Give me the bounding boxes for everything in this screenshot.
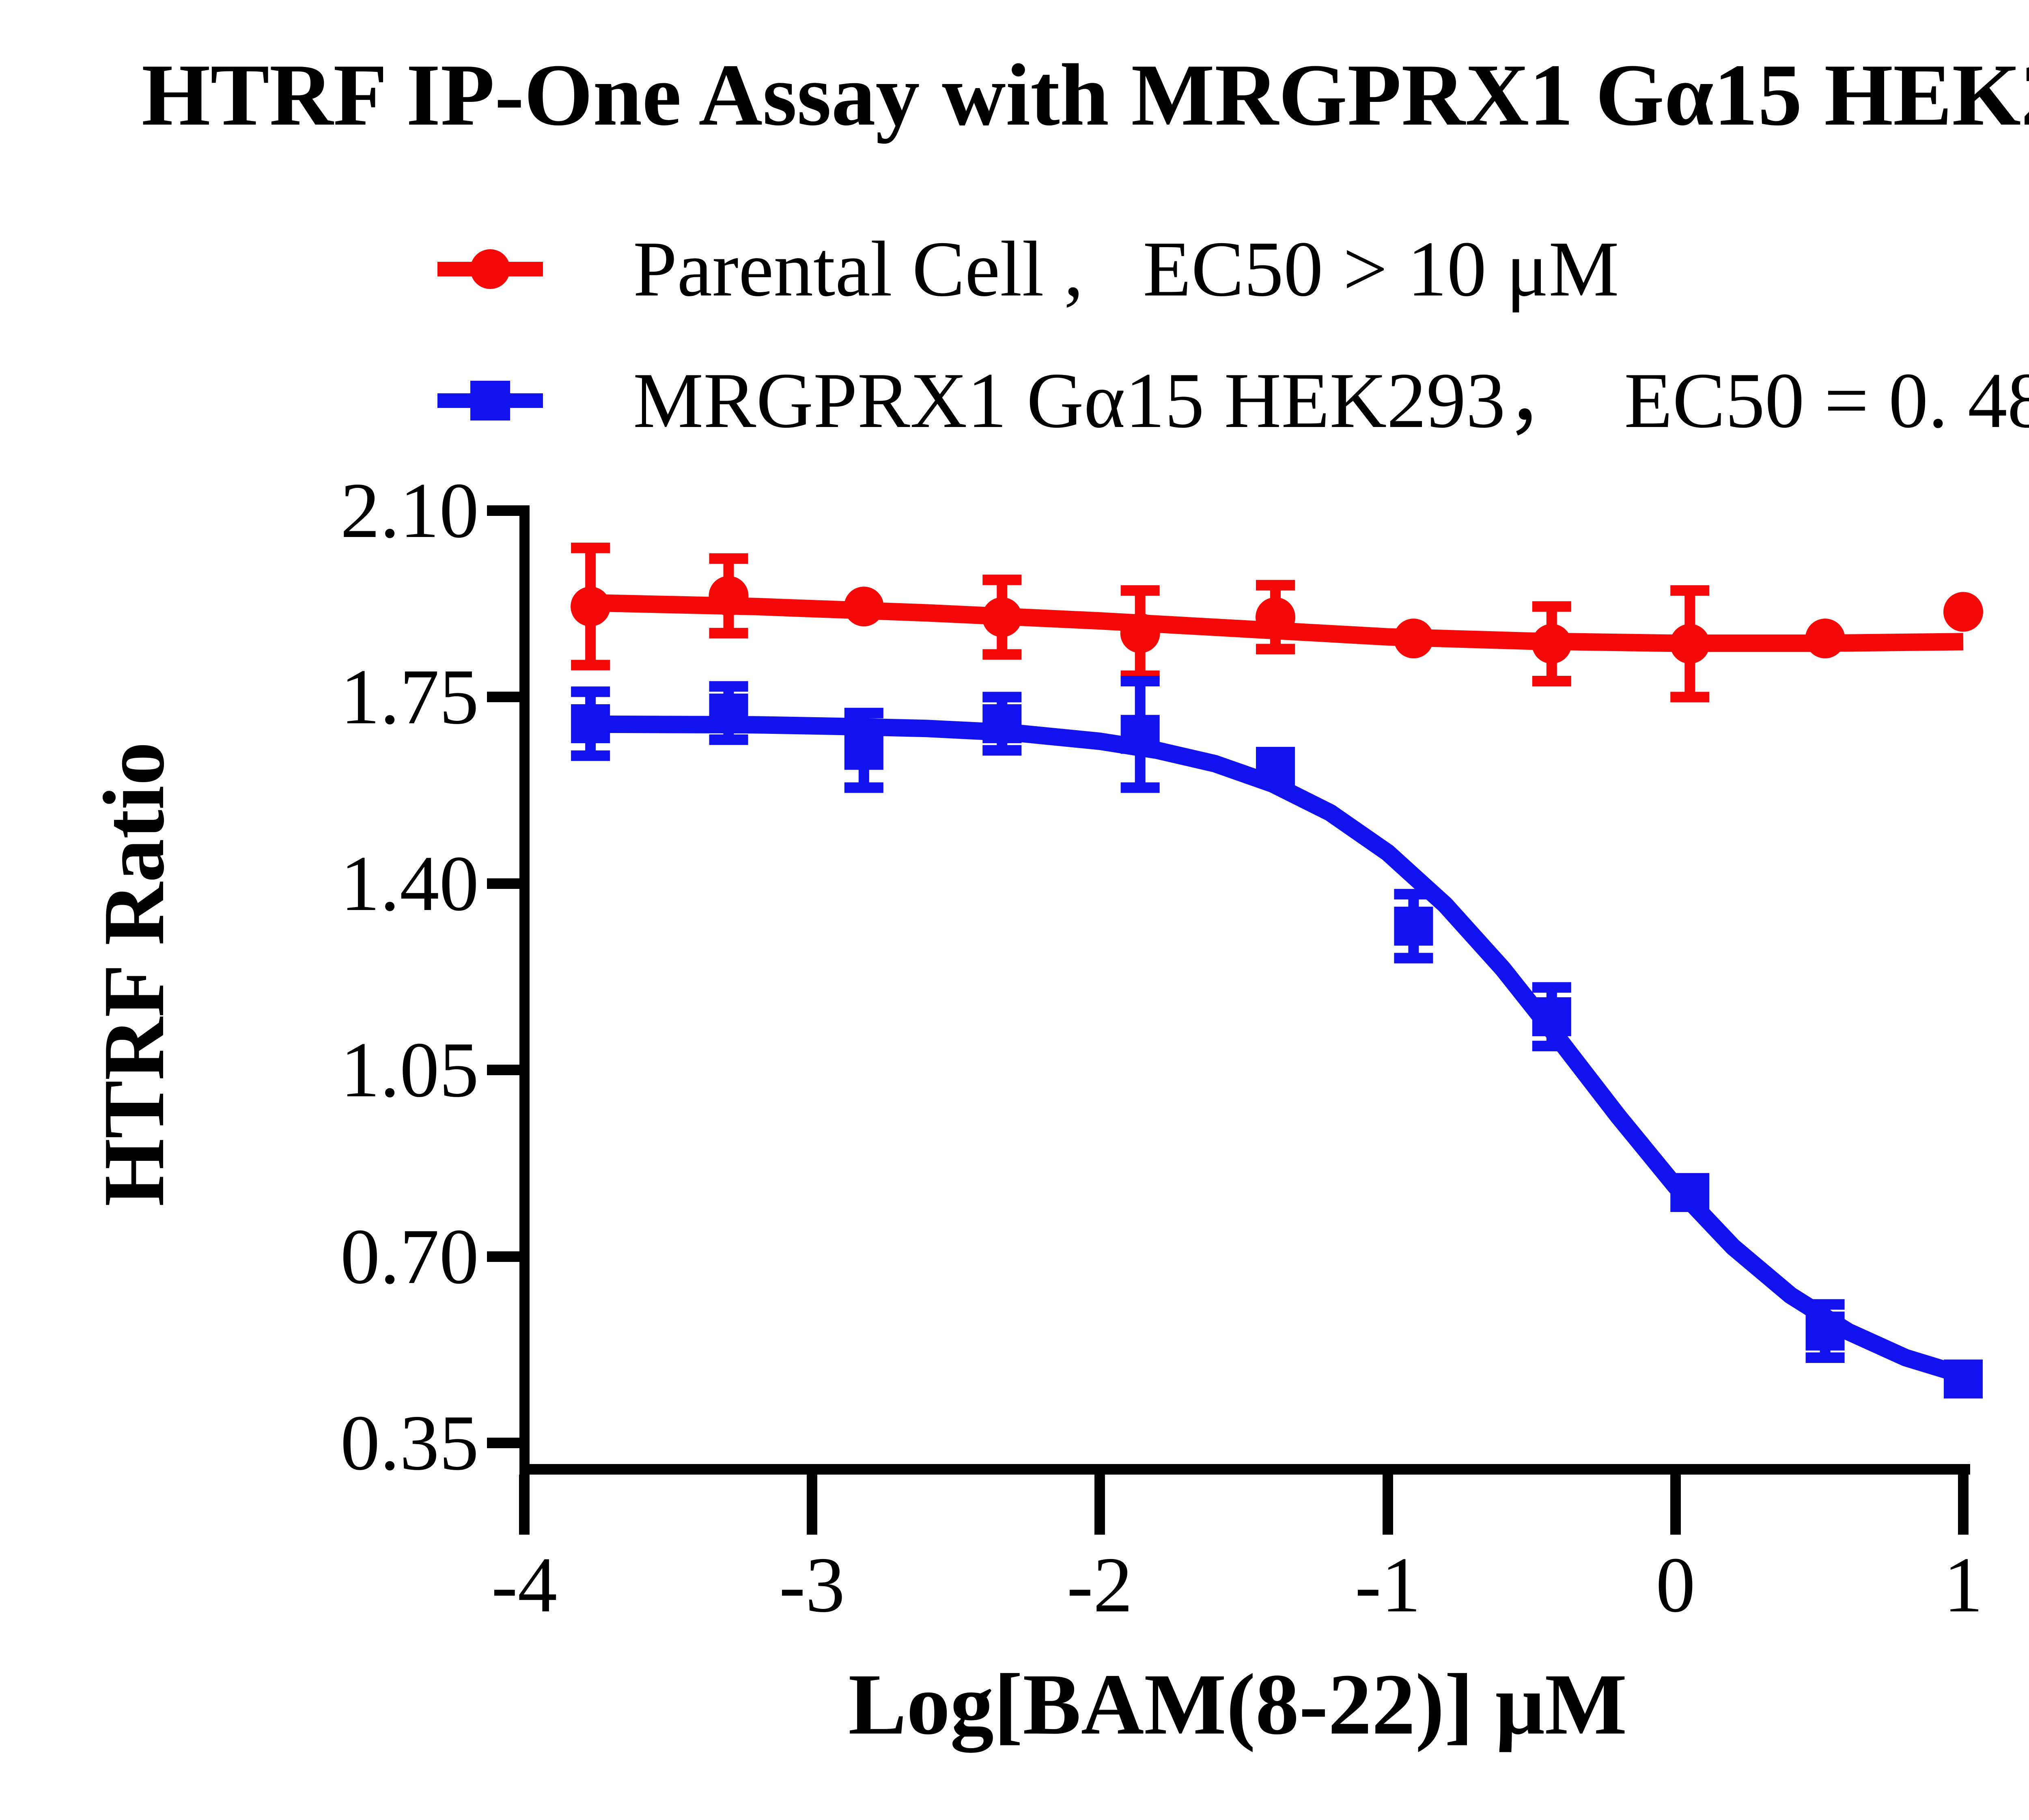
y-tick-label: 0.70 <box>340 1213 479 1300</box>
error-bar-cap <box>709 553 748 564</box>
x-tick-label: -2 <box>1066 1541 1133 1629</box>
x-tick-label: -3 <box>779 1541 845 1629</box>
data-point-square <box>1805 1311 1845 1351</box>
x-axis-title: Log[BAM(8-22)] μM <box>848 1656 1627 1753</box>
data-point-square <box>709 693 748 733</box>
data-point-square <box>571 704 610 744</box>
legend-label-parental-cell: Parental Cell , EC50 > 10 μM <box>633 225 1619 313</box>
error-bar-cap <box>1120 782 1160 793</box>
data-point-square <box>844 731 883 770</box>
error-bar-cap <box>709 628 748 638</box>
error-bar-cap <box>1670 585 1710 596</box>
legend-square-marker-icon <box>470 381 510 420</box>
error-bar-cap <box>1532 676 1571 687</box>
data-point-square <box>1670 1173 1710 1212</box>
error-bar-cap <box>1256 644 1295 655</box>
data-point-square <box>1944 1359 1983 1399</box>
x-axis-line <box>519 1464 1970 1475</box>
x-tick-label: 0 <box>1656 1541 1695 1629</box>
x-tick <box>1958 1475 1969 1535</box>
error-bar-cap <box>571 686 610 697</box>
data-point-square <box>1256 747 1295 786</box>
error-bar-cap <box>982 692 1022 703</box>
data-point-square <box>1120 715 1160 754</box>
x-tick <box>519 1475 530 1535</box>
error-bar-cap <box>1532 982 1571 993</box>
error-bar-cap <box>1670 692 1710 703</box>
y-tick-label: 0.35 <box>340 1399 479 1487</box>
data-point-circle <box>1256 597 1296 637</box>
data-point-circle <box>1805 619 1845 659</box>
data-point-circle <box>1120 613 1160 653</box>
error-bar-cap <box>844 707 883 718</box>
error-bar-cap <box>571 542 610 553</box>
data-point-square <box>1532 997 1571 1036</box>
error-bar-cap <box>982 745 1022 756</box>
error-bar-cap <box>1120 676 1160 687</box>
error-bar-cap <box>709 734 748 745</box>
error-bar-cap <box>844 782 883 793</box>
y-tick-label: 1.05 <box>340 1026 479 1114</box>
fit-curve-blue <box>590 715 1966 1384</box>
error-bar-cap <box>1805 1352 1845 1363</box>
error-bar-cap <box>1532 601 1571 612</box>
error-bar-cap <box>709 681 748 692</box>
y-tick <box>487 505 520 516</box>
x-tick-label: -4 <box>491 1541 558 1629</box>
error-bar-cap <box>1120 585 1160 596</box>
error-bar-cap <box>982 649 1022 660</box>
error-bar-cap <box>571 750 610 761</box>
data-point-circle <box>1531 624 1572 664</box>
y-tick-label: 2.10 <box>340 467 479 554</box>
data-point-circle <box>844 587 884 627</box>
data-point-circle <box>1943 592 1983 632</box>
error-bar-cap <box>1394 953 1433 964</box>
x-tick <box>807 1475 817 1535</box>
fit-curve-red <box>590 594 1964 652</box>
y-tick <box>487 692 520 702</box>
y-tick <box>487 1438 520 1448</box>
y-tick <box>487 878 520 889</box>
x-tick-label: -1 <box>1355 1541 1421 1629</box>
y-axis-title: HTRF Ratio <box>85 742 182 1207</box>
error-bar-cap <box>1256 580 1295 591</box>
error-bar-cap <box>982 574 1022 585</box>
x-tick-label: 1 <box>1943 1541 1983 1629</box>
data-point-circle <box>1394 619 1434 659</box>
data-point-circle <box>982 597 1022 637</box>
error-bar-cap <box>571 660 610 671</box>
data-point-circle <box>571 587 611 627</box>
x-tick <box>1670 1475 1681 1535</box>
data-point-circle <box>1670 624 1710 664</box>
legend-label-mrgprx1: MRGPRX1 Gα15 HEK293， EC50 = 0. 48 μM <box>633 357 2029 444</box>
chart-title: HTRF IP-One Assay with MRGPRX1 Gα15 HEK2… <box>141 46 2029 144</box>
x-tick <box>1383 1475 1393 1535</box>
data-point-square <box>982 704 1022 744</box>
data-point-square <box>1394 906 1433 946</box>
data-point-circle <box>709 576 749 616</box>
x-tick <box>1094 1475 1105 1535</box>
y-tick <box>487 1065 520 1075</box>
y-axis-spine <box>519 505 530 1524</box>
y-tick <box>487 1251 520 1262</box>
y-tick-label: 1.75 <box>340 653 479 741</box>
legend-circle-marker-icon <box>470 249 510 289</box>
y-tick-label: 1.40 <box>340 840 479 927</box>
